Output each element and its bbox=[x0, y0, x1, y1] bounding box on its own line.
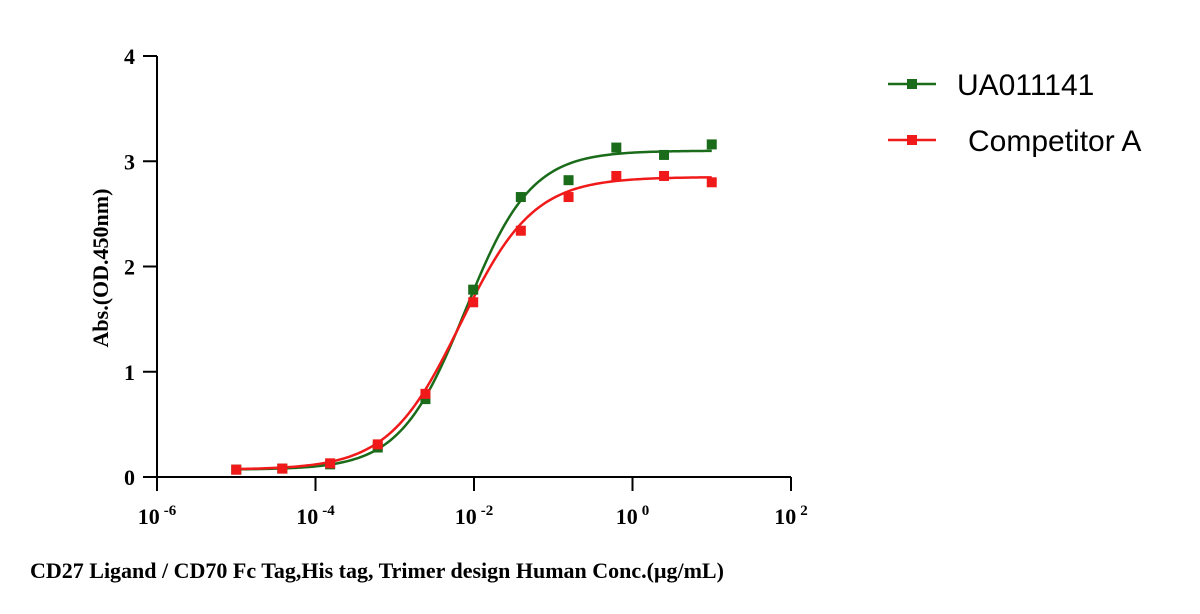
axes: 0 1 2 3 4 10 -6 10 -4 10 -2 10 0 10 2 bbox=[124, 44, 808, 529]
fit-curves bbox=[236, 149, 712, 471]
data-point bbox=[372, 439, 383, 450]
data-point bbox=[706, 139, 717, 150]
data-point bbox=[563, 192, 574, 203]
legend: UA011141 Competitor A bbox=[888, 69, 1141, 158]
x-tick-label: 10 -2 bbox=[455, 503, 494, 529]
data-point bbox=[611, 170, 622, 181]
data-point bbox=[468, 297, 479, 308]
x-tick-label: 10 -6 bbox=[138, 503, 177, 529]
data-point bbox=[277, 463, 288, 474]
data-point bbox=[468, 284, 479, 295]
x-tick-label: 10 0 bbox=[616, 503, 650, 529]
y-tick-label: 0 bbox=[124, 465, 135, 490]
y-tick-label: 3 bbox=[124, 149, 135, 174]
data-point bbox=[420, 394, 431, 405]
legend-marker bbox=[907, 135, 917, 145]
legend-label: UA011141 bbox=[957, 69, 1094, 102]
x-tick-label: 10 -4 bbox=[296, 503, 335, 529]
data-point bbox=[659, 149, 670, 160]
x-tick-label: 10 2 bbox=[774, 503, 808, 529]
x-axis-label: CD27 Ligand / CD70 Fc Tag,His tag, Trime… bbox=[30, 558, 724, 583]
data-point bbox=[563, 175, 574, 186]
data-point bbox=[515, 225, 526, 236]
y-tick-label: 1 bbox=[124, 360, 135, 385]
legend-marker bbox=[907, 79, 917, 89]
data-point bbox=[420, 388, 431, 399]
data-points bbox=[231, 139, 717, 475]
legend-label: Competitor A bbox=[968, 125, 1141, 158]
data-point bbox=[325, 458, 336, 469]
data-point bbox=[611, 142, 622, 153]
y-tick-label: 2 bbox=[124, 255, 135, 280]
fit-curve-2 bbox=[236, 176, 712, 471]
data-point bbox=[515, 192, 526, 203]
data-point bbox=[706, 177, 717, 188]
y-axis-label: Abs.(OD.450nm) bbox=[88, 189, 113, 348]
data-point bbox=[231, 464, 242, 475]
data-point bbox=[659, 170, 670, 181]
y-tick-label: 4 bbox=[124, 44, 135, 69]
fit-curve-1 bbox=[236, 149, 712, 471]
